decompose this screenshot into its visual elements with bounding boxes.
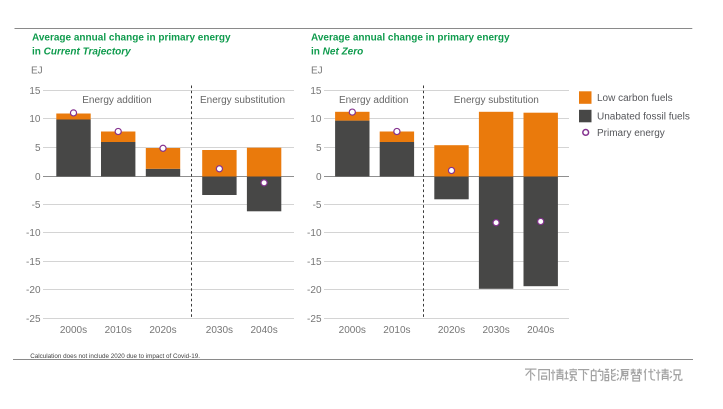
svg-text:2010s: 2010s [105,325,132,336]
svg-text:0: 0 [35,172,41,183]
svg-text:-25: -25 [26,314,41,325]
svg-text:2040s: 2040s [527,325,554,336]
svg-text:-5: -5 [32,200,41,211]
svg-text:-5: -5 [313,200,322,211]
svg-text:-10: -10 [26,228,41,239]
svg-text:-20: -20 [26,285,41,296]
svg-text:Average annual change in prima: Average annual change in primary energy [32,32,231,43]
svg-text:10: 10 [310,114,322,125]
svg-text:5: 5 [35,143,41,154]
svg-text:2040s: 2040s [250,325,277,336]
svg-text:Energy addition: Energy addition [82,95,152,106]
svg-text:Primary energy: Primary energy [597,128,665,139]
svg-text:5: 5 [316,143,322,154]
svg-text:Average annual change in prima: Average annual change in primary energy [311,32,510,43]
svg-text:2030s: 2030s [482,325,509,336]
svg-text:in Net Zero: in Net Zero [311,46,363,57]
svg-text:-10: -10 [307,228,322,239]
svg-text:2000s: 2000s [339,325,366,336]
svg-text:15: 15 [310,86,322,97]
svg-text:EJ: EJ [31,66,43,77]
svg-text:-25: -25 [307,314,322,325]
svg-text:-15: -15 [26,257,41,268]
svg-text:2030s: 2030s [206,325,233,336]
svg-text:in Current Trajectory: in Current Trajectory [32,46,131,57]
svg-text:Energy substitution: Energy substitution [454,95,539,106]
svg-text:2000s: 2000s [60,325,87,336]
svg-text:15: 15 [29,86,41,97]
svg-text:2020s: 2020s [438,325,465,336]
svg-text:10: 10 [29,114,41,125]
svg-text:-15: -15 [307,257,322,268]
svg-text:0: 0 [316,172,322,183]
svg-text:2020s: 2020s [149,325,176,336]
svg-text:Energy addition: Energy addition [339,95,409,106]
svg-text:2010s: 2010s [383,325,410,336]
svg-text:Unabated fossil fuels: Unabated fossil fuels [597,112,690,123]
svg-text:EJ: EJ [311,66,323,77]
svg-text:Energy substitution: Energy substitution [200,95,285,106]
svg-text:Calculation does not include 2: Calculation does not include 2020 due to… [30,353,200,360]
svg-text:-20: -20 [307,285,322,296]
svg-text:Low carbon fuels: Low carbon fuels [597,93,673,104]
